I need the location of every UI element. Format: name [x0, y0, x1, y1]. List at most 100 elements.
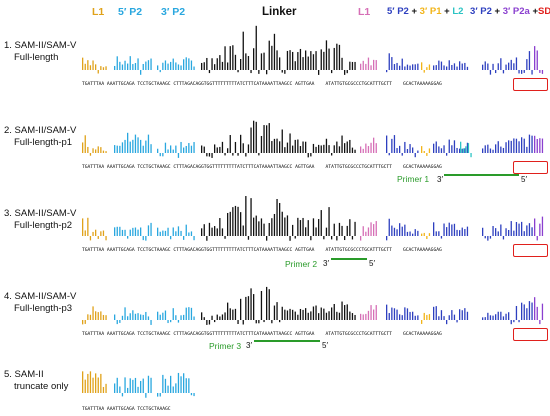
p2-3-right-bar — [526, 146, 528, 153]
linker-bar — [232, 309, 234, 320]
p2-3-bar — [180, 65, 182, 70]
p2-5-bar-row5 — [140, 380, 142, 393]
primer-2-end5: 5′ — [369, 259, 375, 268]
p2-5-right-bar — [388, 218, 390, 236]
p2-5-bar — [119, 320, 121, 323]
p2-5-right-bar — [396, 62, 398, 70]
header-right-5p-p2: 5′ P2 — [387, 6, 409, 17]
p2-5-bar-row5 — [129, 378, 131, 393]
l1-right-bar — [367, 227, 370, 236]
linker-bar — [323, 51, 325, 70]
l2-region-bar — [456, 229, 458, 236]
p2-3-right-bar — [531, 70, 533, 75]
l1-right-bar — [375, 221, 377, 236]
l2-region-bar — [446, 66, 448, 70]
linker-bar — [263, 52, 265, 70]
linker-bar — [312, 54, 315, 70]
linker-bar — [219, 316, 221, 320]
l1-bar — [82, 218, 84, 236]
l1-bar — [102, 314, 105, 320]
p2-5-bar-row5 — [119, 386, 121, 393]
linker-bar — [331, 153, 333, 156]
l2-region-bar — [453, 314, 456, 320]
linker-bar — [338, 222, 341, 236]
linker-bar — [302, 57, 304, 70]
l1-right-bar — [360, 146, 362, 153]
p2a-3-right-bar — [539, 138, 541, 153]
linker-bar — [206, 153, 208, 157]
linker-bar — [305, 141, 307, 153]
p2-5-bar — [140, 70, 142, 75]
linker-bar — [258, 320, 260, 324]
l1-right-bar — [362, 60, 364, 70]
p2-5-right-bar — [404, 224, 406, 236]
p2-3-bar — [162, 230, 164, 236]
header-plus-2: + — [441, 6, 453, 17]
header-3p-p2: 3′ P2 — [161, 6, 186, 18]
p2-5-right-bar — [404, 66, 406, 70]
p2-5-bar — [132, 310, 134, 320]
l2-region-bar — [443, 316, 445, 320]
linker-bar — [346, 304, 348, 320]
linker-bar — [227, 148, 229, 153]
linker-bar — [247, 236, 250, 240]
linker-bar — [245, 296, 247, 320]
p1-3-right-bar — [428, 148, 431, 153]
p2-3-right-bar — [497, 231, 499, 236]
linker-bar — [310, 311, 312, 320]
l2-region-bar — [438, 316, 440, 320]
header-linker: Linker — [262, 6, 297, 18]
linker-bar — [276, 138, 278, 153]
p2-3-bar-row5 — [180, 376, 182, 393]
l1-bar — [87, 60, 89, 70]
p2-5-bar-row5 — [127, 387, 129, 393]
p2-3-bar — [172, 149, 174, 153]
row-label-5: 5. SAM-II truncate only — [4, 369, 69, 392]
linker-bar — [271, 141, 273, 153]
l1-bar — [100, 147, 102, 153]
p2a-3-right-bar — [534, 46, 536, 70]
p2-5-right-bar — [406, 64, 409, 70]
l1-right-bar — [370, 142, 372, 153]
p2-5-right-bar — [401, 226, 403, 236]
linker-bar — [336, 141, 338, 153]
linker-bar — [250, 127, 252, 153]
linker-bar — [266, 70, 268, 75]
p2-5-bar — [127, 63, 129, 70]
l2-region-bar — [464, 308, 466, 320]
p1-3-right-bar — [423, 70, 425, 73]
p2-3-right-bar — [526, 308, 528, 320]
linker-bar — [286, 215, 289, 236]
l1-right-bar — [375, 305, 377, 320]
p2-3-right-bar — [482, 317, 484, 320]
p2-3-right-bar — [523, 70, 525, 73]
sd-box-2 — [513, 161, 548, 174]
l1-bar-row5 — [97, 377, 99, 393]
p2-3-bar — [167, 149, 169, 153]
p2-3-right-bar — [495, 144, 497, 153]
linker-bar — [268, 40, 270, 70]
p2-5-bar — [142, 236, 144, 241]
p2-3-bar — [180, 230, 182, 236]
linker-bar — [279, 320, 281, 323]
linker-bar — [250, 70, 252, 74]
p2-3-bar — [172, 308, 174, 320]
linker-bar — [351, 61, 354, 70]
p2-5-right-bar — [401, 315, 403, 320]
p2-5-bar-row5 — [134, 377, 137, 393]
p2-5-bar — [134, 227, 137, 236]
p2-3-right-bar — [523, 138, 525, 153]
linker-bar — [297, 139, 299, 153]
l2-region-bar — [453, 140, 456, 153]
linker-bar — [211, 315, 213, 320]
linker-bar — [297, 52, 299, 70]
p2-3-bar — [175, 62, 177, 70]
p1-3-right-bar — [421, 320, 423, 324]
p2-3-right-bar — [492, 63, 494, 70]
p2a-3-right-bar — [536, 236, 538, 241]
p2-5-bar — [150, 144, 152, 153]
p2-3-right-bar — [531, 302, 533, 320]
linker-bar — [242, 320, 244, 325]
l1-bar — [82, 57, 84, 70]
p1-3-right-bar — [423, 232, 425, 236]
